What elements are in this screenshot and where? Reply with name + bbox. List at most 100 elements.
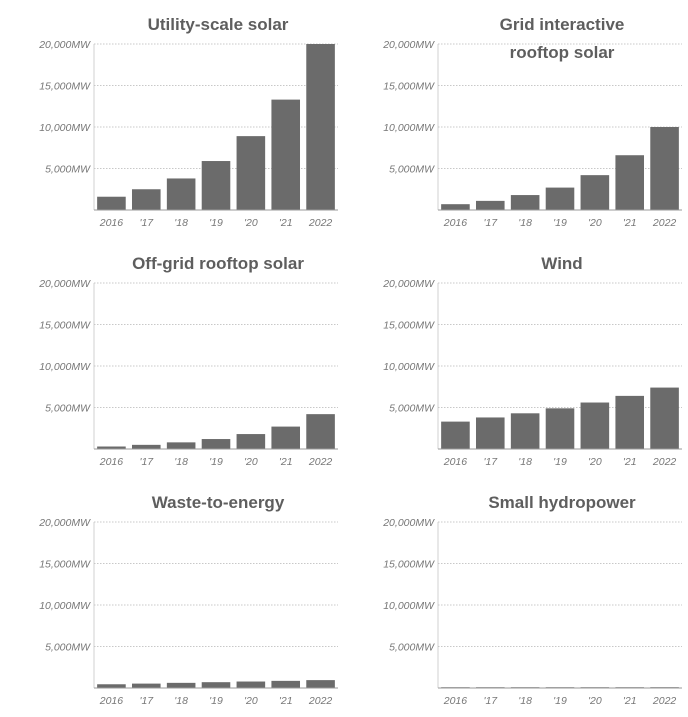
bar: [201, 682, 231, 688]
bar: [306, 44, 335, 210]
bar: [97, 684, 126, 688]
bar: [580, 175, 610, 210]
bar: [306, 414, 335, 449]
y-tick-label: 5,000MW: [389, 164, 435, 176]
x-tick-label: '20: [588, 695, 602, 707]
bar: [650, 387, 679, 449]
y-tick-label: 15,000MW: [383, 559, 435, 571]
bar: [166, 178, 196, 210]
x-tick-label: 2022: [308, 695, 333, 707]
x-tick-label: '19: [209, 695, 223, 707]
y-tick-label: 5,000MW: [389, 642, 435, 654]
x-tick-label: 2016: [443, 695, 468, 707]
chart-title: rooftop solar: [510, 43, 615, 62]
chart-utility-scale-solar: 5,000MW 10,000MW 15,000MW 20,000MW 2016 '17 '1…: [0, 0, 344, 239]
y-tick-label: 10,000MW: [383, 600, 435, 612]
x-tick-label: 2016: [99, 695, 124, 707]
x-tick-label: '21: [623, 695, 637, 707]
chart-title: Waste-to-energy: [152, 493, 285, 512]
x-tick-label: '21: [279, 695, 293, 707]
bar: [650, 127, 679, 210]
bar: [475, 417, 505, 449]
x-tick-label: '17: [483, 217, 498, 229]
bar: [545, 187, 575, 210]
y-tick-label: 10,000MW: [39, 122, 91, 134]
x-tick-label: '19: [553, 456, 567, 468]
y-tick-label: 15,000MW: [39, 559, 91, 571]
x-tick-label: 2016: [99, 456, 124, 468]
x-tick-label: '17: [483, 695, 498, 707]
bar: [615, 155, 645, 210]
bar: [97, 196, 126, 210]
chart-title: Wind: [541, 254, 582, 273]
y-tick-label: 10,000MW: [383, 122, 435, 134]
x-tick-label: 2022: [308, 217, 333, 229]
bar: [441, 204, 470, 210]
bar: [545, 408, 575, 449]
bar: [441, 421, 470, 449]
x-tick-label: 2022: [652, 217, 677, 229]
x-tick-label: '21: [623, 217, 637, 229]
x-tick-label: '18: [518, 217, 532, 229]
bar: [510, 413, 540, 449]
y-tick-label: 5,000MW: [45, 642, 91, 654]
bar: [201, 161, 231, 210]
x-tick-label: '18: [518, 695, 532, 707]
x-tick-label: '18: [518, 456, 532, 468]
bar: [475, 200, 505, 210]
chart-title: Off-grid rooftop solar: [132, 254, 304, 273]
bar: [510, 195, 540, 210]
chart-svg: 5,000MW 10,000MW 15,000MW 20,000MW 2016 '17 '1…: [38, 253, 338, 468]
chart-title: Grid interactive: [500, 15, 625, 34]
x-tick-label: '21: [279, 456, 293, 468]
bar: [271, 426, 301, 449]
y-tick-label: 15,000MW: [39, 81, 91, 93]
y-tick-label: 5,000MW: [45, 403, 91, 415]
bar: [271, 99, 301, 210]
y-tick-label: 20,000MW: [38, 517, 91, 529]
bar: [166, 682, 196, 688]
y-tick-label: 20,000MW: [382, 517, 435, 529]
bar: [580, 402, 610, 449]
y-tick-label: 10,000MW: [39, 361, 91, 373]
y-tick-label: 20,000MW: [38, 278, 91, 290]
chart-wind: 5,000MW 10,000MW 15,000MW 20,000MW 2016 '17 '1…: [344, 239, 688, 478]
chart-grid-interactive-rooftop-solar: 5,000MW 10,000MW 15,000MW 20,000MW 2016 '17 '1…: [344, 0, 688, 239]
x-tick-label: 2016: [99, 217, 124, 229]
bar: [271, 680, 301, 688]
y-tick-label: 15,000MW: [39, 320, 91, 332]
x-tick-label: '18: [174, 217, 188, 229]
y-tick-label: 15,000MW: [383, 81, 435, 93]
bar: [131, 683, 161, 688]
y-tick-label: 20,000MW: [382, 39, 435, 51]
chart-svg: 5,000MW 10,000MW 15,000MW 20,000MW 2016 '17 '1…: [382, 492, 682, 707]
x-tick-label: '20: [244, 217, 258, 229]
chart-off-grid-rooftop-solar: 5,000MW 10,000MW 15,000MW 20,000MW 2016 '17 '1…: [0, 239, 344, 478]
x-tick-label: '20: [588, 217, 602, 229]
x-tick-label: '19: [553, 217, 567, 229]
chart-svg: 5,000MW 10,000MW 15,000MW 20,000MW 2016 '17 '1…: [38, 492, 338, 707]
y-tick-label: 5,000MW: [45, 164, 91, 176]
bar: [236, 681, 266, 688]
x-tick-label: '20: [244, 695, 258, 707]
bar: [131, 444, 161, 449]
x-tick-label: '18: [174, 456, 188, 468]
x-tick-label: '17: [139, 695, 154, 707]
x-tick-label: '20: [588, 456, 602, 468]
chart-svg: 5,000MW 10,000MW 15,000MW 20,000MW 2016 '17 '1…: [382, 14, 682, 229]
x-tick-label: '21: [279, 217, 293, 229]
y-tick-label: 10,000MW: [383, 361, 435, 373]
chart-svg: 5,000MW 10,000MW 15,000MW 20,000MW 2016 '17 '1…: [38, 14, 338, 229]
y-tick-label: 15,000MW: [383, 320, 435, 332]
bar: [131, 189, 161, 210]
x-tick-label: '19: [553, 695, 567, 707]
x-tick-label: '19: [209, 217, 223, 229]
bar: [97, 446, 126, 449]
bar: [236, 136, 266, 210]
chart-title: Small hydropower: [488, 493, 636, 512]
x-tick-label: '17: [483, 456, 498, 468]
chart-waste-to-energy: 5,000MW 10,000MW 15,000MW 20,000MW 2016 '17 '1…: [0, 478, 344, 717]
bar: [201, 439, 231, 449]
x-tick-label: '21: [623, 456, 637, 468]
chart-title: Utility-scale solar: [148, 15, 289, 34]
